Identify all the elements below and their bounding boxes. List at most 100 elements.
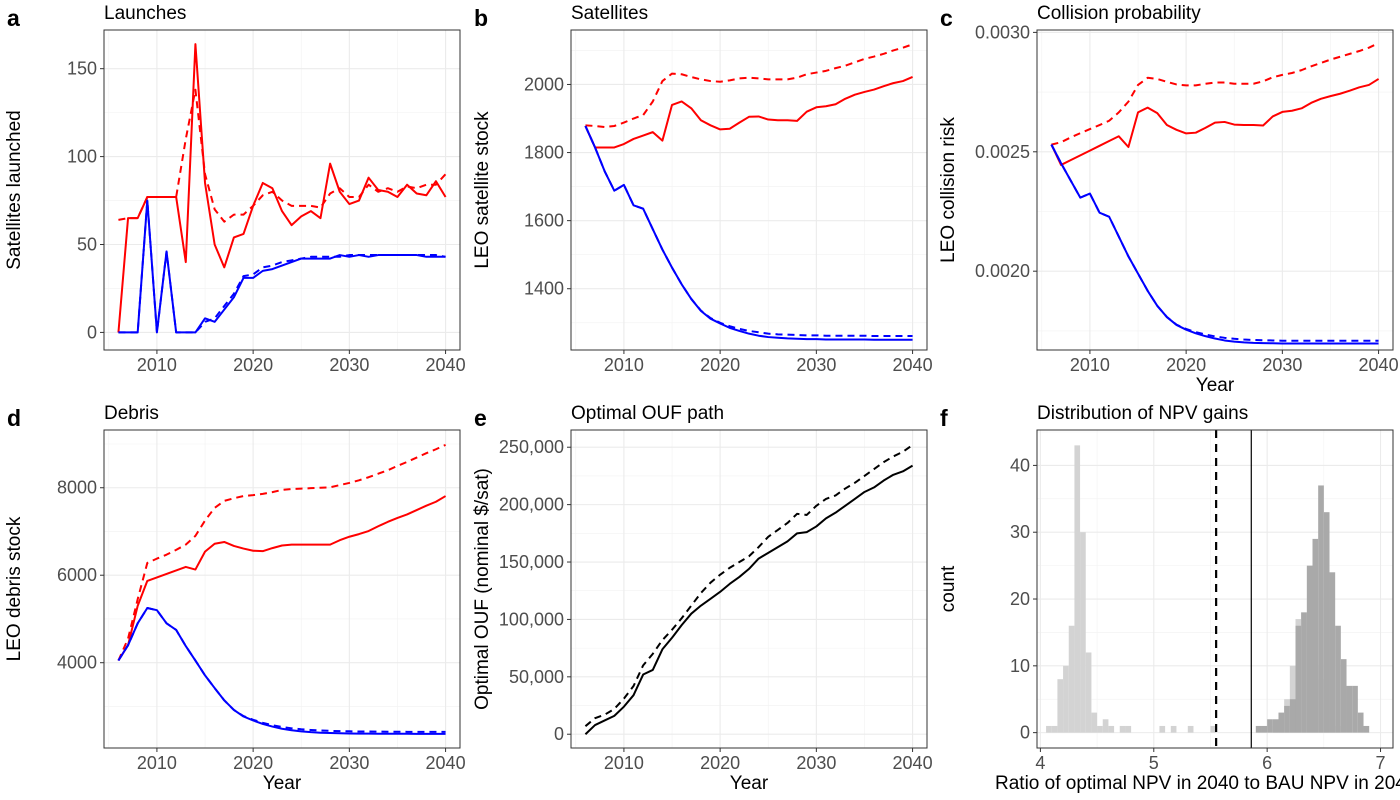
x-tick-label: 2030 [1262, 355, 1302, 375]
x-tick-label: 2010 [604, 753, 644, 773]
x-tick-label: 2020 [700, 753, 740, 773]
histogram-bar-dark [1261, 725, 1268, 733]
series-line-solid-0 [1050, 78, 1380, 166]
panel-title: Debris [104, 403, 159, 424]
panel-border [103, 429, 461, 749]
x-tick-label: 2030 [329, 753, 369, 773]
histogram-bar-dark [1352, 685, 1358, 733]
panel-letter: d [7, 405, 21, 431]
x-tick-label: 2010 [137, 355, 177, 375]
x-tick-label: 2020 [233, 355, 273, 375]
series-line-solid-0 [117, 495, 447, 662]
y-tick-label: 150 [67, 59, 97, 79]
x-tick-label: 2030 [796, 753, 836, 773]
x-axis-title: Ratio of optimal NPV in 2040 to BAU NPV … [995, 773, 1400, 794]
panel-border [1036, 429, 1394, 749]
histogram-bar-dark [1357, 712, 1364, 733]
histogram-bar-light [1210, 725, 1217, 733]
y-tick-label: 0 [554, 724, 564, 744]
panel-c: 2010 2020 2030 2040 0.0020 0.0025 0.0030 c Colli… [938, 3, 1399, 396]
x-tick-label: 2010 [604, 355, 644, 375]
histogram-bar-light [1125, 725, 1132, 733]
histogram-bar-light [1119, 725, 1126, 733]
x-axis-title: Year [1196, 375, 1235, 396]
histogram-bar-light [1046, 725, 1052, 733]
plot-background [571, 430, 927, 748]
x-axis-title: Year [263, 773, 302, 794]
series-line-solid-0 [584, 464, 914, 735]
y-tick-label: 4000 [57, 653, 97, 673]
y-tick-label: 0.0025 [975, 142, 1030, 162]
x-tick-label: 4 [1035, 753, 1045, 773]
y-tick-label: 100,000 [499, 609, 564, 629]
panel-f: 4 5 6 7 0 10 20 30 40 f Distribution of NPV gains c… [938, 403, 1400, 794]
series-line-dashed-1 [1051, 42, 1379, 146]
histogram-bar-light [1063, 665, 1069, 733]
histogram-bar-light [1085, 652, 1092, 733]
y-axis-title: LEO debris stock [4, 516, 25, 661]
plot-area [584, 444, 914, 735]
x-tick-label: 2030 [796, 355, 836, 375]
series-line-dashed-3 [1050, 144, 1379, 342]
x-tick-label: 2040 [426, 355, 466, 375]
y-tick-label: 30 [1010, 522, 1030, 542]
x-tick-label: 2040 [893, 355, 933, 375]
panel-a: 2010 2020 2030 2040 0 50 100 150 a Launches Satell… [4, 3, 466, 375]
plot-area [1046, 430, 1370, 748]
histogram-bar-dark [1346, 685, 1353, 733]
histogram-bar-light [1170, 725, 1177, 733]
y-tick-label: 200,000 [499, 495, 564, 515]
panel-b: 2010 2020 2030 2040 1400 1600 1800 2000 b Satelli… [472, 3, 933, 375]
x-tick-label: 2040 [893, 753, 933, 773]
y-axis-title: LEO collision risk [938, 117, 959, 263]
histogram-bar-dark [1267, 719, 1273, 733]
panel-letter: a [7, 5, 20, 31]
x-tick-label: 2020 [1166, 355, 1206, 375]
x-tick-label: 6 [1262, 753, 1272, 773]
panel-border [570, 29, 928, 351]
series-line-solid-2 [118, 199, 446, 334]
series-line-dashed-1 [584, 444, 914, 727]
histogram-bar-light [1108, 725, 1115, 733]
x-axis-title: Year [730, 773, 769, 794]
panel-border [570, 429, 928, 749]
panel-title: Satellites [571, 3, 648, 24]
histogram-bar-light [1051, 725, 1058, 733]
y-tick-label: 50,000 [509, 667, 564, 687]
y-tick-label: 100 [67, 147, 97, 167]
panel-e: 2010 2020 2030 2040 0 50,000 100,000 150,000 200… [472, 403, 933, 794]
histogram-bar-light [1074, 445, 1081, 733]
plot-area [584, 43, 913, 341]
histogram-bar-dark [1301, 612, 1307, 733]
histogram-bar-dark [1289, 699, 1296, 733]
histogram-bar-light [1159, 725, 1166, 733]
y-tick-label: 8000 [57, 478, 97, 498]
panel-title: Launches [104, 3, 186, 24]
y-tick-label: 1400 [524, 279, 564, 299]
panel-border [103, 29, 461, 351]
plot-background [104, 430, 460, 748]
y-tick-label: 10 [1010, 656, 1030, 676]
histogram-bar-dark [1312, 538, 1319, 733]
histogram-bar-dark [1295, 625, 1302, 733]
histogram-bar-light [1102, 719, 1109, 733]
plot-area [1050, 42, 1380, 345]
y-tick-label: 20 [1010, 589, 1030, 609]
y-axis-title: Optimal OUF (nominal $/sat) [472, 468, 493, 710]
series-line-solid-0 [584, 76, 913, 149]
histogram-bar-light [1057, 679, 1064, 733]
y-tick-label: 6000 [57, 565, 97, 585]
y-axis-title: count [938, 565, 959, 612]
x-tick-label: 7 [1376, 753, 1386, 773]
plot-background [571, 30, 927, 350]
histogram-bar-dark [1278, 712, 1285, 733]
histogram-bar-dark [1340, 659, 1347, 733]
y-axis-title: Satellites launched [4, 110, 25, 270]
histogram-bar-dark [1272, 719, 1279, 733]
panel-title: Distribution of NPV gains [1037, 403, 1248, 424]
y-axis-title: LEO satellite stock [472, 111, 493, 269]
x-tick-label: 2040 [1359, 355, 1399, 375]
panel-title: Collision probability [1037, 3, 1201, 24]
series-line-dashed-1 [117, 443, 446, 661]
series-line-solid-2 [117, 607, 446, 735]
